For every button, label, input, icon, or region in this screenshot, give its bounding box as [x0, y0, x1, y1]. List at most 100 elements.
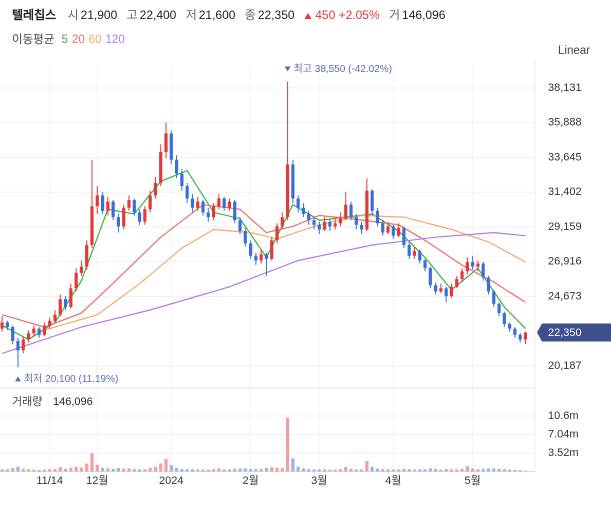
- volume-bar: [397, 469, 401, 472]
- high-annotation: 최고 38,550 (-42.02%): [294, 63, 392, 75]
- candle-body: [423, 260, 427, 269]
- change: 450: [315, 8, 336, 22]
- up-arrow: [304, 12, 312, 19]
- legend-entry: 5: [61, 34, 68, 46]
- candle-body: [132, 200, 136, 213]
- volume-bar: [471, 468, 475, 472]
- volume-bar: [280, 468, 284, 472]
- candle-body: [497, 303, 501, 314]
- candle-body: [206, 212, 210, 218]
- quote-header: 텔레칩스 시 21,900 고 22,400 저 21,600 종 22,350 450…: [12, 6, 445, 23]
- volume-bar: [217, 468, 221, 472]
- candle-body: [434, 285, 438, 292]
- volume-bar: [307, 469, 311, 472]
- volume-bar: [238, 468, 242, 472]
- candle-body: [333, 223, 337, 227]
- candle-body: [291, 164, 295, 199]
- candle-body: [127, 200, 131, 208]
- volume-bar: [254, 469, 258, 472]
- volume-bar: [180, 468, 184, 472]
- volume-bar: [48, 469, 52, 472]
- volume-bar: [42, 469, 47, 472]
- volume-bar: [349, 468, 353, 472]
- volume-bar: [444, 469, 448, 472]
- high-marker: [284, 66, 291, 72]
- x-tick-label: 11/14: [36, 475, 63, 487]
- volume-bar: [201, 469, 205, 472]
- candle-body: [185, 186, 189, 199]
- volume-bar: [16, 466, 20, 472]
- candle-body: [180, 173, 184, 187]
- volume-bar: [360, 469, 364, 472]
- volume-bar: [508, 469, 512, 472]
- candle-body: [222, 198, 226, 208]
- volume-bar: [518, 470, 522, 472]
- candle-body: [513, 328, 517, 335]
- candle-body: [243, 231, 247, 244]
- volume-bar: [211, 469, 216, 472]
- legend-entry: 20: [71, 34, 85, 46]
- volume-bar: [365, 460, 369, 472]
- price-tag: [537, 323, 611, 342]
- volume-bar: [100, 467, 105, 472]
- stock-name: 텔레칩스: [12, 8, 57, 22]
- quote-item: 고 22,400: [127, 8, 177, 22]
- volume-bar: [523, 470, 528, 472]
- candle-body: [523, 332, 528, 340]
- volume-bar: [69, 467, 73, 472]
- candle-body: [233, 201, 237, 221]
- candle-body: [386, 226, 390, 233]
- candle-body: [159, 152, 163, 183]
- volume-bar: [63, 468, 68, 472]
- candle-body: [0, 322, 4, 329]
- candle-body: [169, 133, 173, 160]
- candle-body: [418, 251, 422, 261]
- quote-item: 시 21,900: [68, 8, 118, 22]
- candle-body: [465, 262, 469, 272]
- volume-bar: [312, 469, 316, 472]
- candle-body: [460, 271, 464, 280]
- volume-bar: [11, 468, 15, 472]
- candle-body: [106, 201, 110, 211]
- candle-body: [407, 244, 411, 256]
- volume-last: 146,096: [53, 396, 93, 408]
- volume-bar: [270, 467, 274, 472]
- volume-bar: [486, 468, 491, 472]
- candle-body: [95, 195, 99, 207]
- scale-toggle[interactable]: Linear: [558, 45, 590, 57]
- volume-bar: [513, 469, 517, 472]
- volume-bar: [248, 468, 253, 472]
- quote-value: 21,900: [80, 8, 118, 22]
- volume-bar: [375, 468, 380, 472]
- x-tick-label: 2월: [242, 474, 258, 487]
- volume-bar: [439, 469, 443, 472]
- low-annotation: 최저 20,100 (11.19%): [24, 373, 118, 385]
- volume-bar: [153, 466, 158, 472]
- volume-bar: [322, 469, 327, 472]
- quote-value: 22,400: [139, 8, 177, 22]
- candle-body: [122, 207, 126, 227]
- volume-bar: [26, 469, 31, 472]
- candle-body: [217, 198, 221, 207]
- candle-body: [349, 204, 353, 218]
- candle-body: [164, 133, 168, 153]
- candle-body: [85, 244, 89, 267]
- volume-bar: [243, 468, 247, 472]
- volume-bar: [344, 466, 348, 472]
- volume-bar: [296, 466, 300, 472]
- y-tick-label: 33,645: [548, 151, 582, 163]
- volume-bar: [391, 469, 395, 472]
- candle-body: [37, 328, 41, 335]
- y-tick-label: 38,131: [548, 82, 582, 94]
- y-tick-label: 31,402: [548, 186, 582, 198]
- volume-bar: [386, 469, 390, 472]
- volume-bar: [407, 469, 411, 472]
- candle-body: [455, 279, 459, 287]
- candle-body: [402, 227, 406, 245]
- volume-bar: [370, 466, 374, 472]
- candle-body: [444, 288, 448, 297]
- candle-body: [254, 255, 258, 261]
- candle-body: [270, 240, 274, 259]
- volume-bar: [497, 468, 501, 472]
- volume-bar: [285, 417, 290, 472]
